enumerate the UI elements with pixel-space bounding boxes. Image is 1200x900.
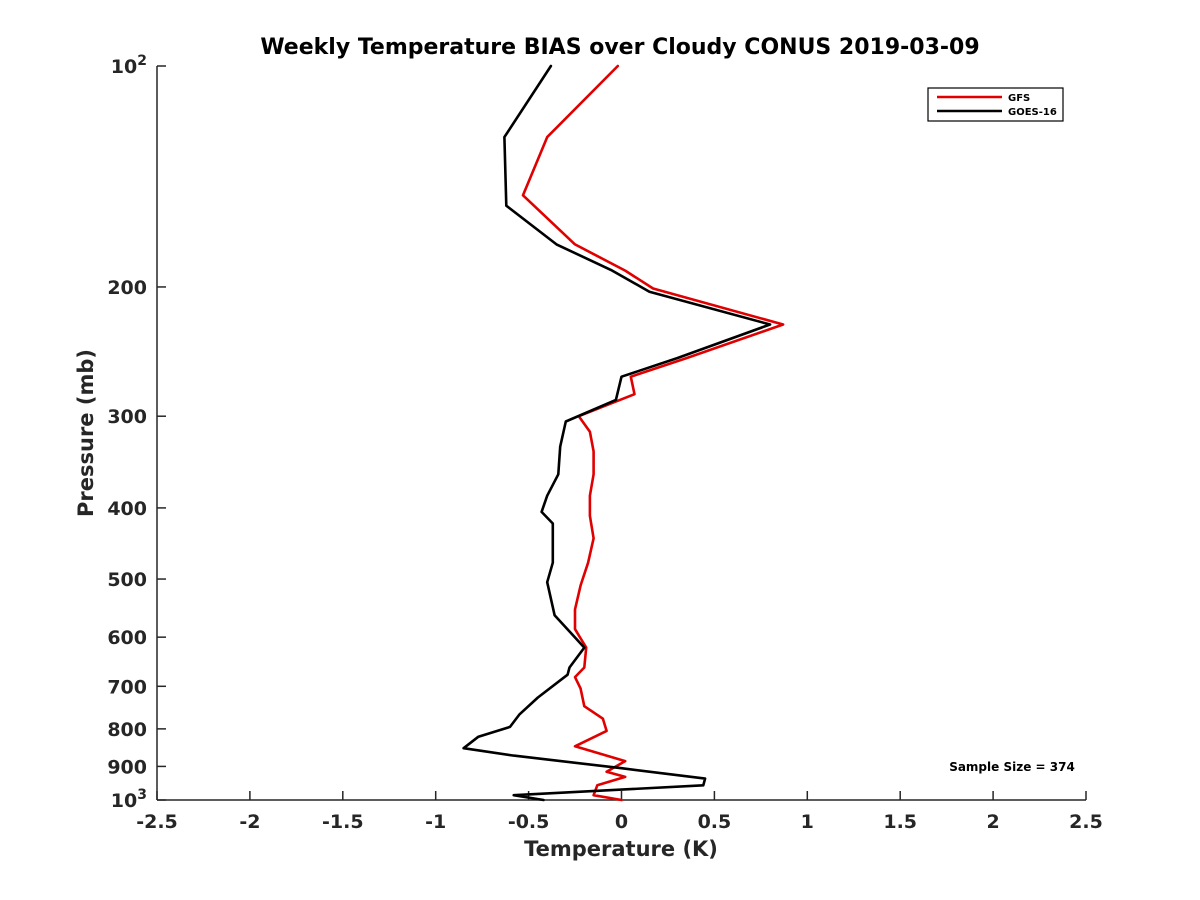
x-tick-label: 1 [801,811,814,833]
x-axis-label: Temperature (K) [524,837,718,861]
x-tick-label: 0 [615,811,628,833]
chart-title: Weekly Temperature BIAS over Cloudy CONU… [260,35,979,60]
series-line-goes-16 [462,64,772,802]
series-line-gfs [521,64,785,802]
legend-box [927,87,1064,122]
y-tick-label: 300 [107,406,147,428]
y-tick-label: 500 [107,569,147,591]
y-tick-label: 800 [107,719,147,741]
y-tick-label: 600 [107,627,147,649]
y-tick-label: 400 [107,498,147,520]
sample-size-annotation: Sample Size = 374 [949,760,1075,774]
legend-label: GFS [1008,93,1030,104]
y-axis-label: Pressure (mb) [74,349,98,517]
x-tick-label: -2 [239,811,260,833]
x-tick-label: -0.5 [508,811,550,833]
y-tick-label: 103 [111,787,147,812]
y-tick-label: 200 [107,277,147,299]
x-tick-label: -2.5 [136,811,178,833]
x-tick-label: -1.5 [322,811,364,833]
y-tick-label: 900 [107,756,147,778]
y-ticks: 102 200 300 400 500 600 700 800 900 103 [107,53,166,812]
x-tick-label: 1.5 [883,811,917,833]
x-tick-label: -1 [425,811,446,833]
legend: GFS GOES-16 [927,87,1064,122]
x-tick-label: 2.5 [1069,811,1103,833]
x-tick-label: 2 [986,811,999,833]
legend-label: GOES-16 [1008,107,1057,118]
y-tick-label: 700 [107,676,147,698]
x-tick-label: 0.5 [698,811,732,833]
x-ticks: -2.5 -2 -1.5 -1 -0.5 0 0.5 1 1.5 2 2.5 [136,791,1103,833]
y-tick-label: 102 [111,53,147,78]
series-lines [462,64,785,802]
